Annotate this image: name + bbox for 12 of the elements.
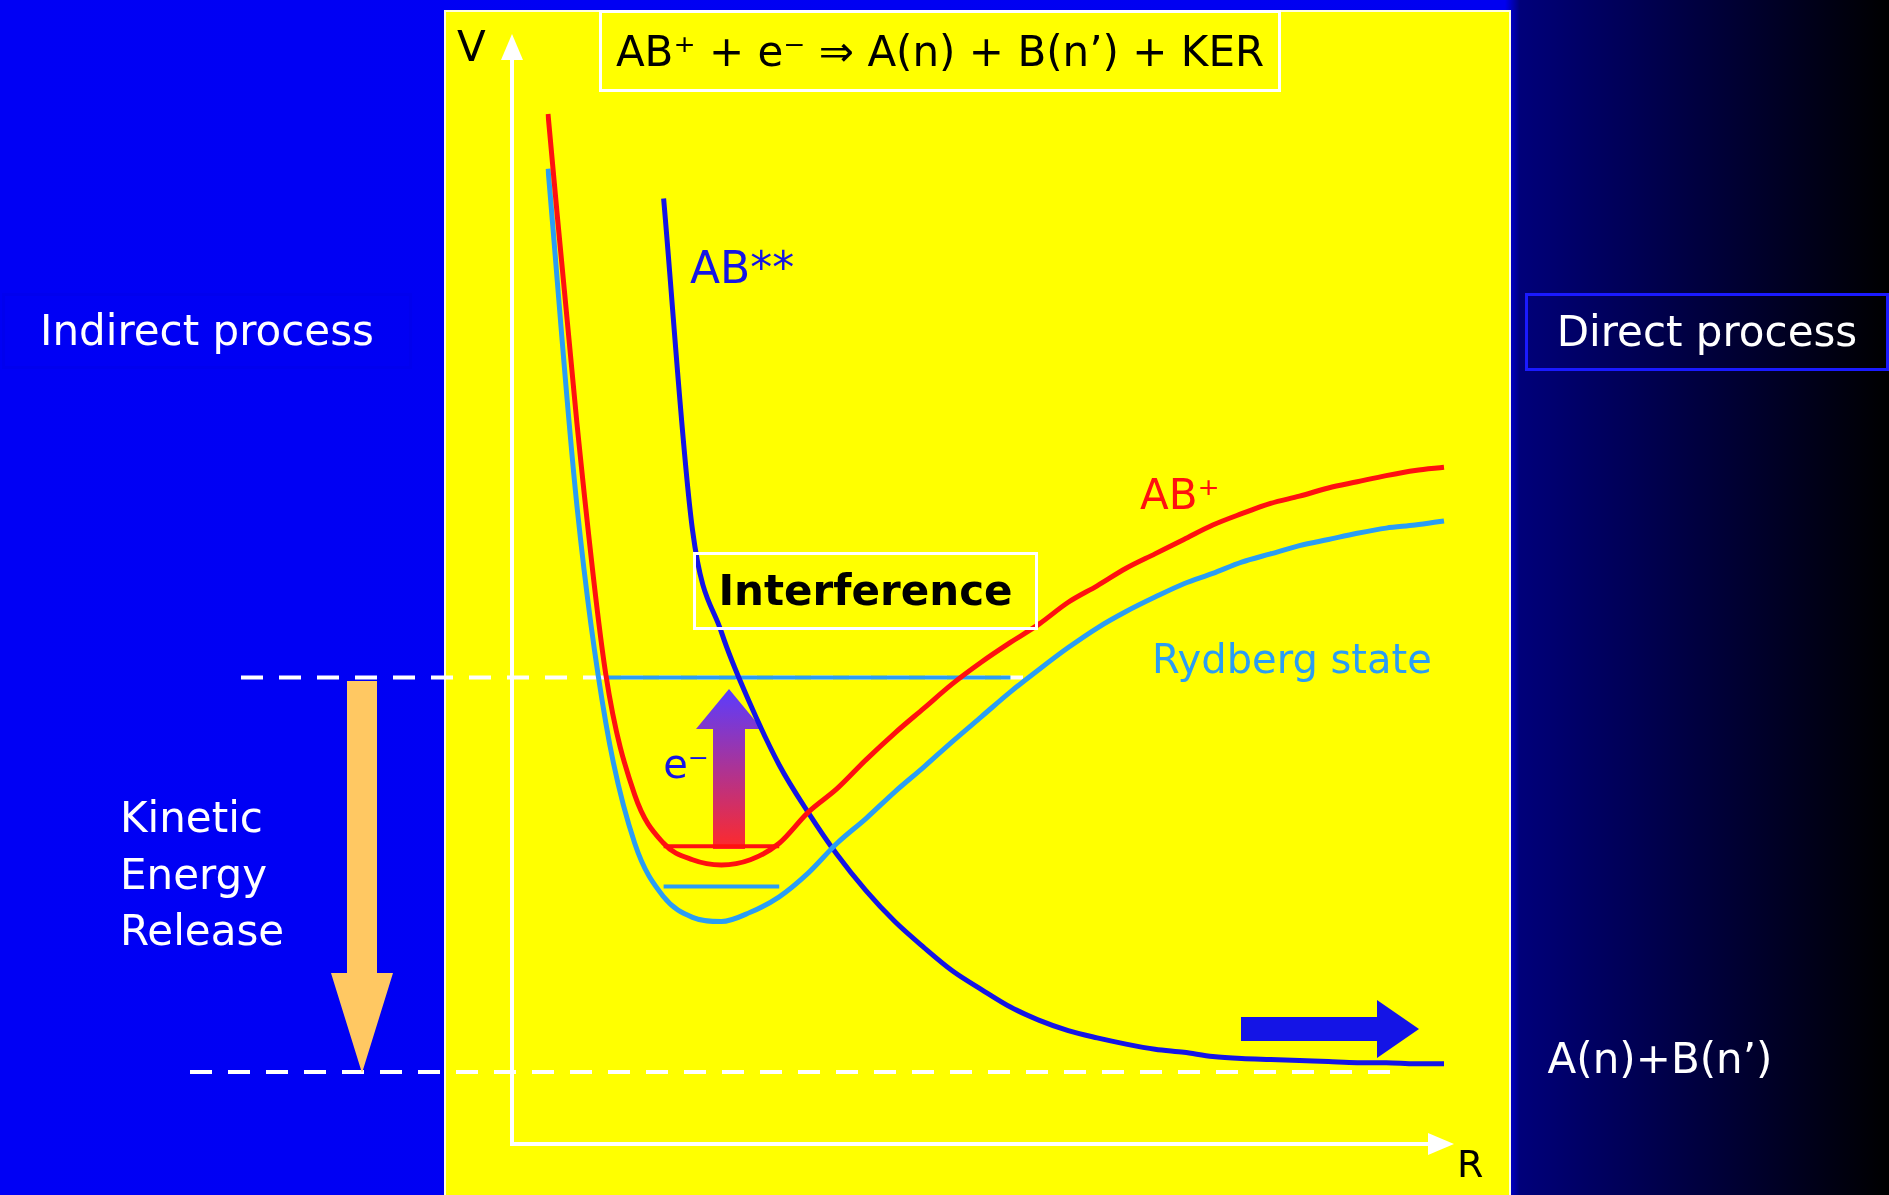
series-label: Rydberg state [1152,636,1432,682]
chart-title: AB⁺ + e⁻ ⇒ A(n) + B(n’) + KER [599,10,1281,92]
series-label: AB** [690,242,795,293]
text: Kinetic Energy Release [120,792,286,958]
text: A(n)+B(n’) [1546,1034,1774,1085]
x-axis-title: R [1457,1142,1484,1186]
text: Direct process [1525,293,1889,371]
annotation: Interference [693,552,1038,630]
y-axis-title: V [457,22,486,71]
annotation: e⁻ [662,740,710,788]
series-label: AB⁺ [1140,470,1220,519]
text: Indirect process [2,293,412,369]
